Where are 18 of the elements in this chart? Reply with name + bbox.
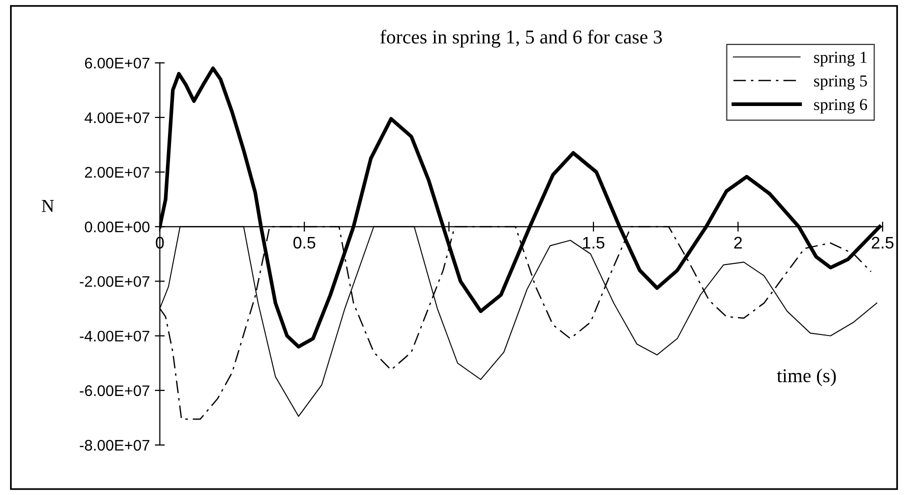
y-tick-label: 0.00E+00: [84, 222, 150, 232]
x-tick-label: 2.5: [872, 236, 894, 249]
y-tick-label: -2.00E+07: [80, 276, 150, 287]
legend-label: spring 1: [814, 52, 867, 66]
y-tick-label: 2.00E+07: [85, 166, 150, 178]
x-axis-title: time (s): [776, 368, 836, 386]
legend-label: spring 5: [814, 75, 867, 90]
x-tick-label: 0.5: [293, 236, 316, 249]
y-tick-label: -8.00E+07: [80, 440, 150, 451]
y-tick-label: 6.00E+07: [85, 58, 150, 69]
x-tick-label: 2: [734, 236, 742, 248]
y-tick-label: 4.00E+07: [84, 112, 150, 124]
x-tick-label: 1.5: [583, 236, 604, 249]
y-axis-title: N: [42, 200, 54, 212]
legend-label: spring 6: [814, 98, 868, 114]
y-tick-label: -4.00E+07: [80, 330, 150, 342]
chart-title: forces in spring 1, 5 and 6 for case 3: [380, 30, 662, 48]
y-tick-label: -6.00E+07: [80, 385, 150, 396]
